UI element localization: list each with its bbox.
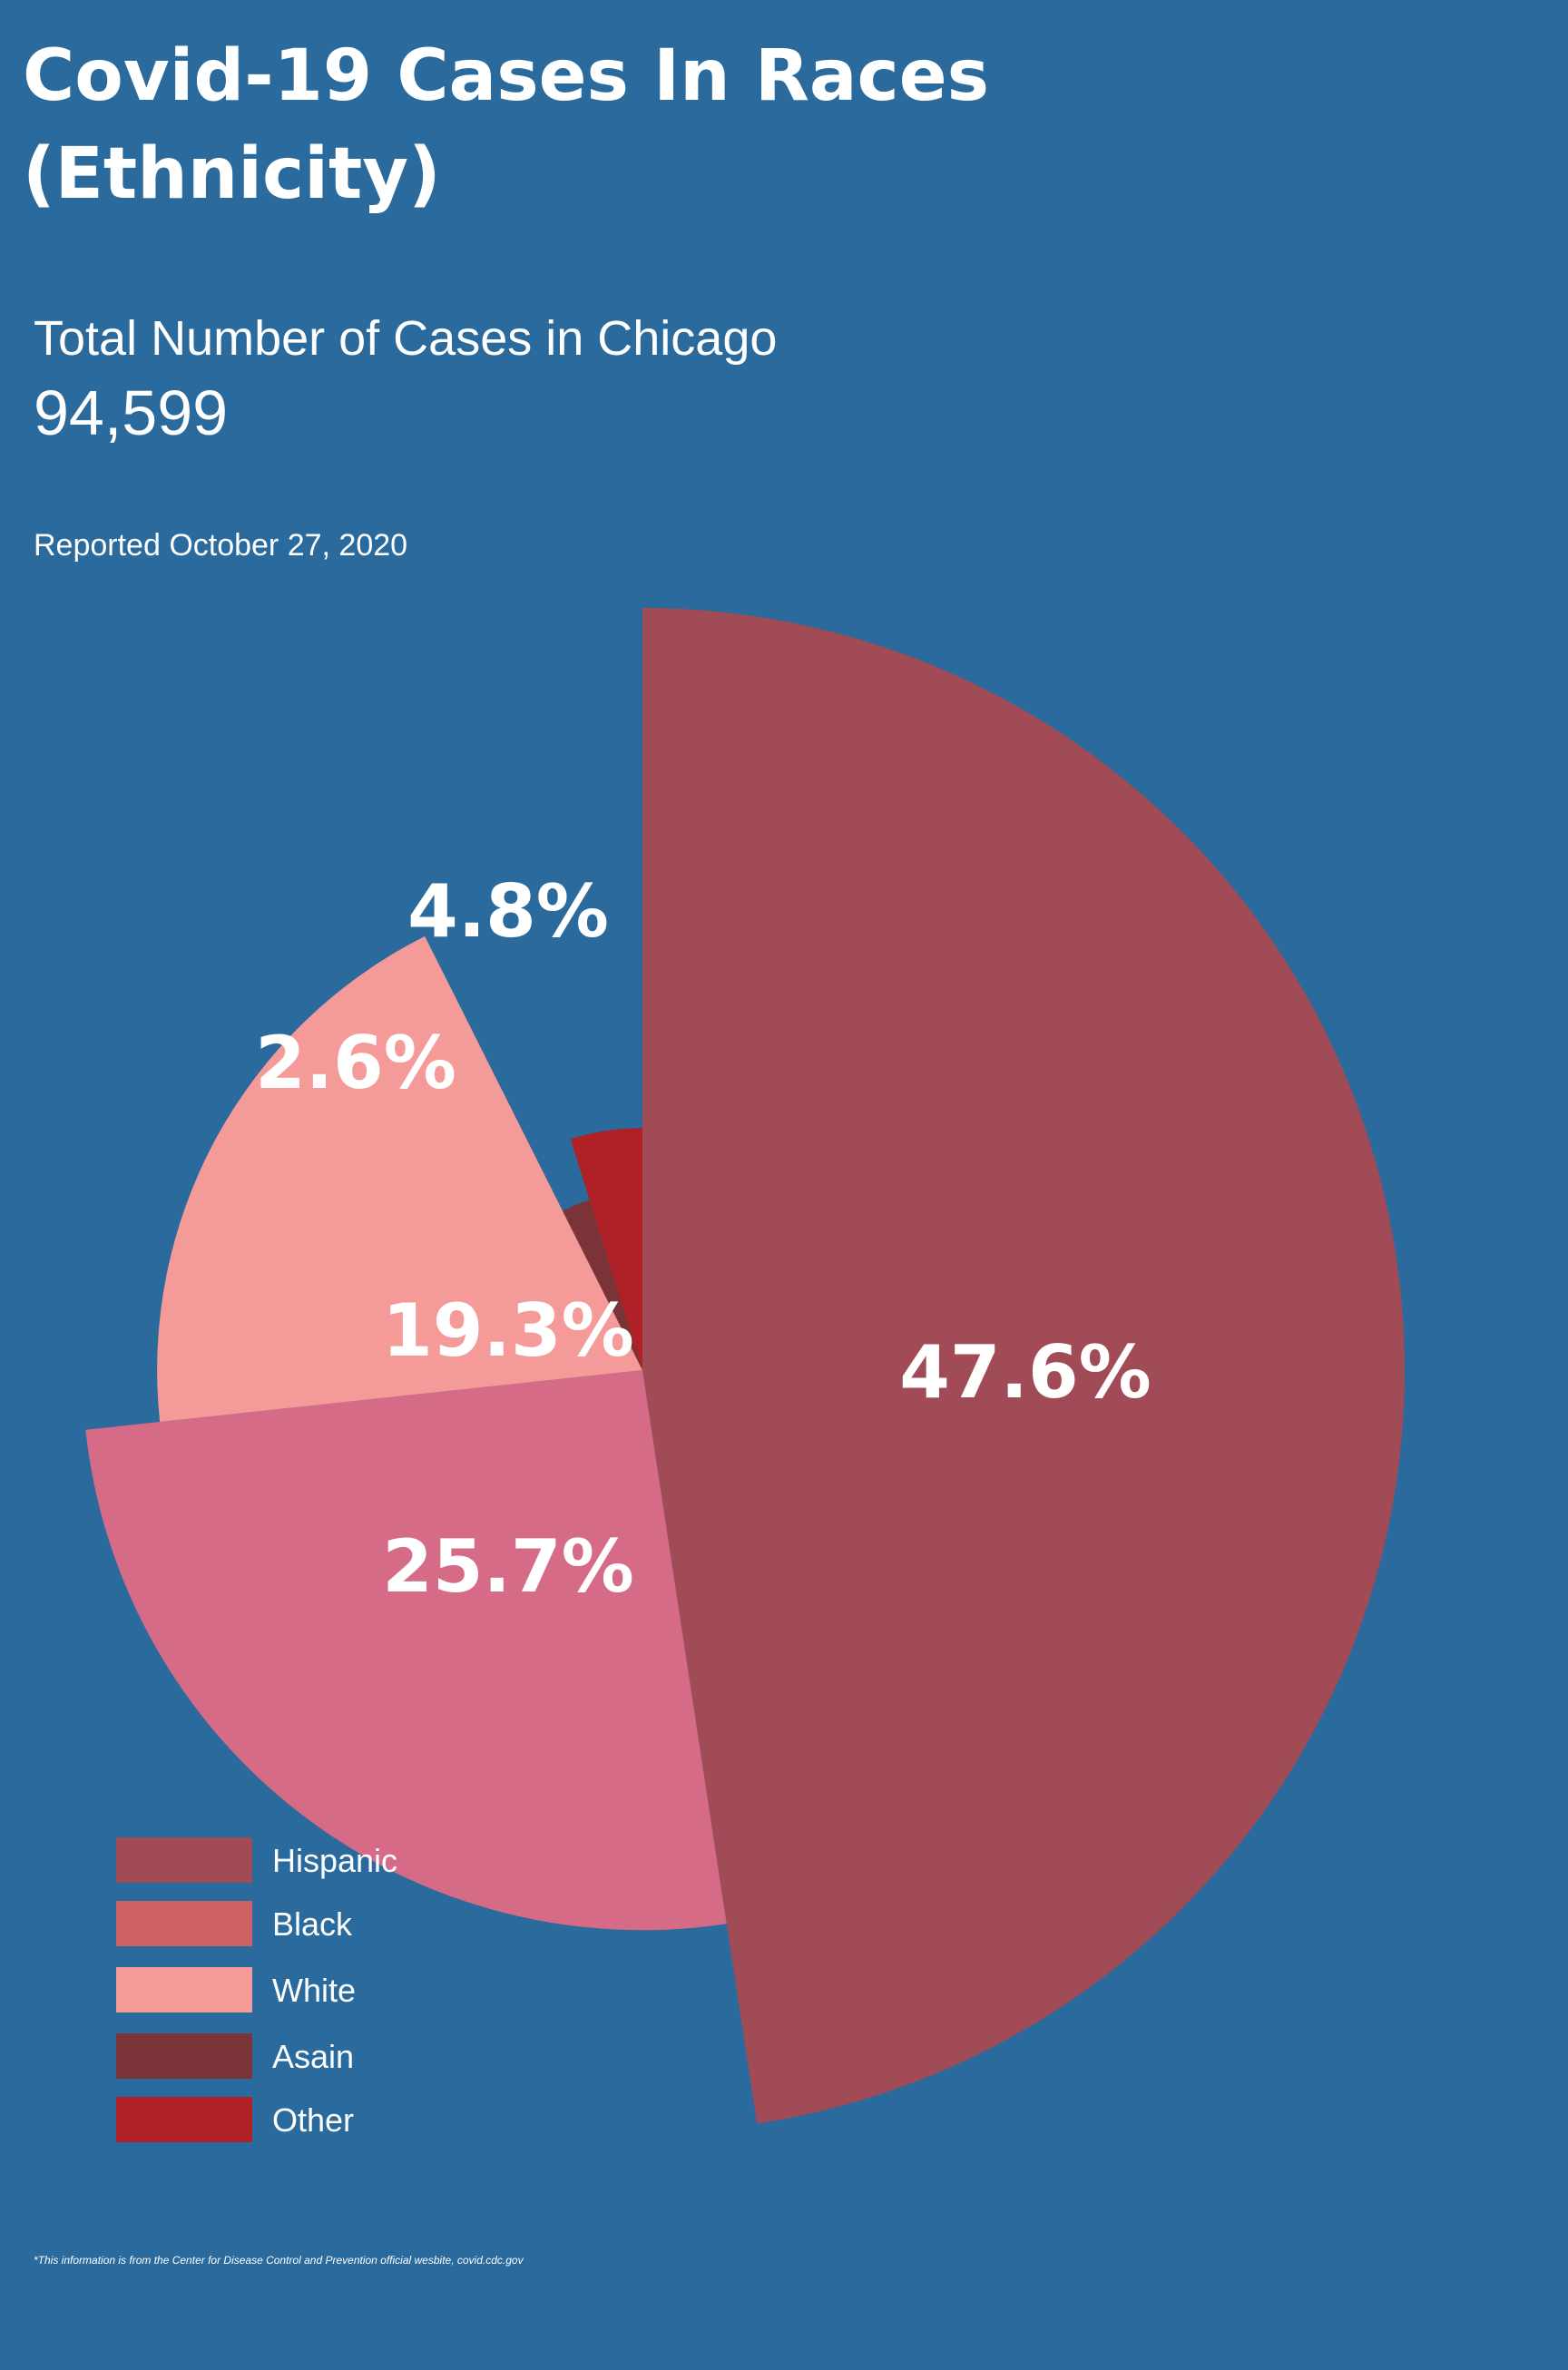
legend-item-other: Other [116,2097,479,2142]
legend-label-black: Black [272,1905,353,1943]
reported-date: Reported October 27, 2020 [34,528,408,563]
pie-slice-other [570,1128,642,1370]
legend-label-hispanic: Hispanic [272,1842,398,1879]
legend-swatch-white [116,1967,252,2013]
legend-label-white: White [272,1972,357,2009]
pie-slice-asain [562,1200,642,1370]
legend-item-black: Black [116,1901,479,1946]
slice-label-black: 25.7% [382,1524,634,1609]
title-line-2: (Ethnicity) [23,133,441,215]
slice-label-other: 4.8% [407,869,609,954]
title-line-1: Covid-19 Cases In Races [23,35,990,117]
legend-swatch-asain [116,2033,252,2079]
legend-swatch-hispanic [116,1837,252,1883]
total-cases-label: Total Number of Cases in Chicago [34,311,778,366]
slice-label-asain: 2.6% [255,1021,456,1105]
pie-slice-black [85,1370,727,1931]
pie-slice-hispanic [642,608,1405,2124]
chart-title: Covid-19 Cases In Races (Ethnicity) [23,27,1112,223]
legend-item-asain: Asain [116,2033,479,2079]
legend-item-white: White [116,1967,479,2013]
legend-swatch-other [116,2097,252,2142]
slice-label-hispanic: 47.6% [899,1330,1152,1415]
legend-label-asain: Asain [272,2038,355,2075]
pie-slice-white [157,935,642,1423]
source-footnote: *This information is from the Center for… [34,2254,524,2267]
legend-item-hispanic: Hispanic [116,1837,479,1883]
slice-label-white: 19.3% [382,1288,634,1373]
legend-label-other: Other [272,2101,355,2139]
total-cases-value: 94,599 [34,377,229,448]
legend-swatch-black [116,1901,252,1946]
